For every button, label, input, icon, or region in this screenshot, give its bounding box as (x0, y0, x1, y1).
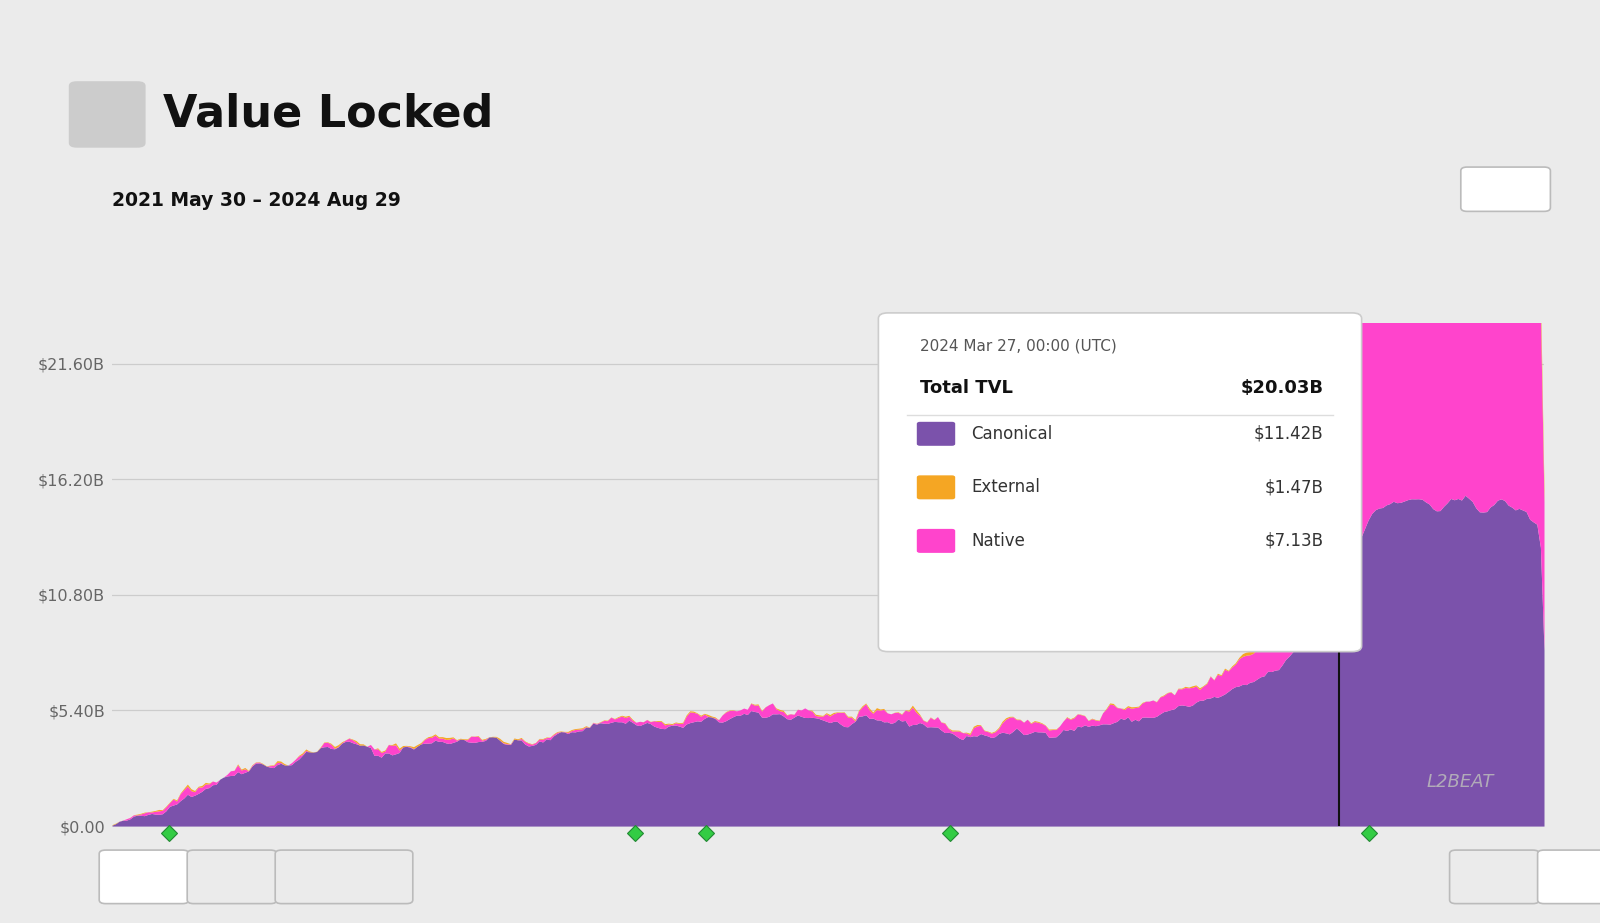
Text: $11.42B: $11.42B (1253, 425, 1323, 443)
Text: 30D: 30D (1163, 182, 1195, 197)
Text: 7D: 7D (1086, 182, 1109, 197)
Text: Value Locked: Value Locked (163, 93, 493, 136)
Text: L2BEAT: L2BEAT (1427, 773, 1494, 791)
Text: $1.47B: $1.47B (1264, 478, 1323, 497)
Text: 180D: 180D (1322, 182, 1363, 197)
Text: 2021 May 30 – 2024 Aug 29: 2021 May 30 – 2024 Aug 29 (112, 191, 402, 210)
Text: ETH: ETH (216, 868, 248, 886)
Text: 1: 1 (99, 102, 115, 126)
Text: Canonical: Canonical (971, 425, 1053, 443)
Text: LIN: LIN (1566, 868, 1598, 886)
Text: Total TVL: Total TVL (920, 378, 1013, 397)
Text: LOG: LOG (1477, 868, 1512, 886)
Text: $7.13B: $7.13B (1264, 532, 1323, 550)
Text: 1Y: 1Y (1414, 182, 1434, 197)
Text: MAX: MAX (1485, 182, 1526, 197)
Text: External: External (971, 478, 1040, 497)
Text: USD: USD (125, 868, 163, 886)
Text: 90D: 90D (1245, 182, 1277, 197)
Text: $20.03B: $20.03B (1240, 378, 1323, 397)
Text: 2024 Mar 27, 00:00 (UTC): 2024 Mar 27, 00:00 (UTC) (920, 339, 1117, 354)
Text: Native: Native (971, 532, 1026, 550)
Text: Tokens ∨: Tokens ∨ (307, 868, 381, 886)
